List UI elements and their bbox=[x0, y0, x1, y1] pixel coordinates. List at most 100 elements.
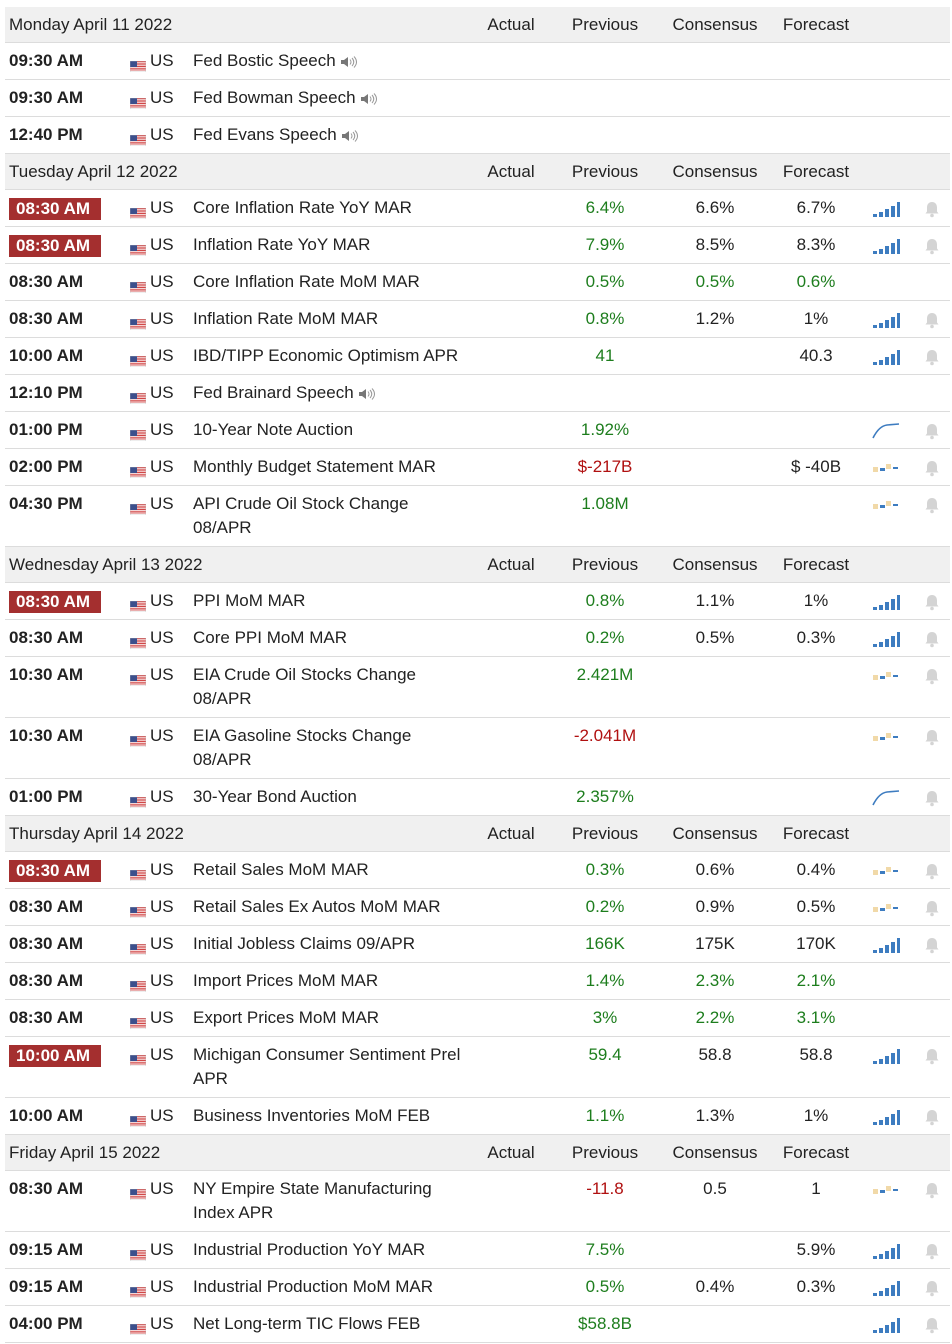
mini-chart[interactable] bbox=[871, 1242, 901, 1265]
alert-bell[interactable] bbox=[923, 1108, 941, 1131]
value-previous: 0.3% bbox=[585, 860, 625, 879]
alert-bell[interactable] bbox=[923, 667, 941, 690]
value-consensus: 0.5% bbox=[695, 272, 735, 291]
country: US bbox=[150, 420, 174, 439]
event-row: 10:00 AM US Michigan Consumer Sentiment Pr… bbox=[5, 1037, 950, 1098]
column-header: Actual bbox=[487, 15, 535, 34]
event-row: 10:30 AM US EIA Gasoline Stocks Change 08/… bbox=[5, 718, 950, 779]
event-title: Industrial Production YoY MAR bbox=[193, 1240, 426, 1259]
alert-bell[interactable] bbox=[923, 862, 941, 885]
alert-bell[interactable] bbox=[923, 1047, 941, 1070]
flag-icon bbox=[129, 732, 147, 752]
mini-chart[interactable] bbox=[871, 237, 901, 260]
event-name: NY Empire State Manufacturing Index APR bbox=[193, 1177, 465, 1225]
alert-bell[interactable] bbox=[923, 311, 941, 334]
value-consensus: 1.2% bbox=[695, 309, 735, 328]
alert-bell[interactable] bbox=[923, 630, 941, 653]
column-header: Consensus bbox=[672, 824, 758, 843]
event-row: 08:30 AM US Inflation Rate YoY MAR 7.9% 8.5%… bbox=[5, 227, 950, 264]
country: US bbox=[150, 494, 174, 513]
alert-bell[interactable] bbox=[923, 728, 941, 751]
mini-chart[interactable] bbox=[871, 1279, 901, 1302]
mini-chart[interactable] bbox=[871, 1047, 901, 1070]
mini-chart[interactable] bbox=[871, 1316, 901, 1339]
mini-chart[interactable] bbox=[871, 936, 901, 959]
event-time: 08:30 AM bbox=[9, 628, 84, 647]
mini-chart[interactable] bbox=[871, 593, 901, 616]
alert-bell[interactable] bbox=[923, 422, 941, 445]
value-forecast: 58.8 bbox=[799, 1045, 833, 1064]
mini-chart[interactable] bbox=[871, 459, 901, 482]
event-name: EIA Gasoline Stocks Change 08/APR bbox=[193, 724, 465, 772]
column-header: Actual bbox=[487, 824, 535, 843]
event-row: 08:30 AM US NY Empire State Manufacturing … bbox=[5, 1171, 950, 1232]
alert-bell[interactable] bbox=[923, 200, 941, 223]
column-header: Forecast bbox=[782, 162, 850, 181]
event-time: 10:00 AM bbox=[9, 346, 84, 365]
country: US bbox=[150, 235, 174, 254]
value-previous: 6.4% bbox=[585, 198, 625, 217]
flag-icon bbox=[129, 1051, 147, 1071]
country: US bbox=[150, 1314, 174, 1333]
mini-chart[interactable] bbox=[871, 1108, 901, 1131]
event-title: Inflation Rate MoM MAR bbox=[193, 309, 379, 328]
alert-bell[interactable] bbox=[923, 348, 941, 371]
event-row: 12:40 PM US Fed Evans Speech bbox=[5, 117, 950, 154]
event-title: 30-Year Bond Auction bbox=[193, 787, 357, 806]
column-header: Consensus bbox=[672, 15, 758, 34]
alert-bell[interactable] bbox=[923, 593, 941, 616]
value-previous: $58.8B bbox=[578, 1314, 632, 1333]
alert-bell[interactable] bbox=[923, 459, 941, 482]
event-time: 08:30 AM bbox=[9, 272, 84, 291]
mini-chart[interactable] bbox=[871, 200, 901, 223]
mini-chart[interactable] bbox=[871, 862, 901, 885]
alert-bell[interactable] bbox=[923, 789, 941, 812]
flag-icon bbox=[129, 977, 147, 997]
mini-chart[interactable] bbox=[871, 899, 901, 922]
event-name: Monthly Budget Statement MAR bbox=[193, 455, 465, 479]
day-date: Monday April 11 2022 bbox=[9, 15, 173, 34]
alert-bell[interactable] bbox=[923, 1316, 941, 1339]
event-name: Inflation Rate MoM MAR bbox=[193, 307, 465, 331]
value-previous: -2.041M bbox=[573, 726, 637, 745]
alert-bell[interactable] bbox=[923, 1242, 941, 1265]
event-name: Net Long-term TIC Flows FEB bbox=[193, 1312, 465, 1336]
value-consensus: 0.9% bbox=[695, 897, 735, 916]
mini-chart[interactable] bbox=[871, 422, 901, 445]
mini-chart[interactable] bbox=[871, 630, 901, 653]
column-header: Forecast bbox=[782, 15, 850, 34]
alert-bell[interactable] bbox=[923, 1279, 941, 1302]
alert-bell[interactable] bbox=[923, 237, 941, 260]
mini-chart[interactable] bbox=[871, 789, 901, 812]
flag-icon bbox=[129, 94, 147, 114]
alert-bell[interactable] bbox=[923, 1181, 941, 1204]
alert-bell[interactable] bbox=[923, 936, 941, 959]
alert-bell[interactable] bbox=[923, 496, 941, 519]
speech-icon bbox=[354, 383, 375, 402]
event-title: EIA Crude Oil Stocks Change 08/APR bbox=[193, 665, 417, 708]
speech-icon bbox=[356, 88, 377, 107]
day-date: Wednesday April 13 2022 bbox=[9, 555, 203, 574]
event-time: 09:15 AM bbox=[9, 1277, 84, 1296]
mini-chart[interactable] bbox=[871, 348, 901, 371]
mini-chart[interactable] bbox=[871, 1181, 901, 1204]
event-row: 01:00 PM US 30-Year Bond Auction 2.357% bbox=[5, 779, 950, 816]
event-time: 12:40 PM bbox=[9, 125, 83, 144]
mini-chart[interactable] bbox=[871, 496, 901, 519]
event-time: 04:00 PM bbox=[9, 1314, 83, 1333]
day-header: Monday April 11 2022 Actual Previous Consen… bbox=[5, 7, 950, 43]
event-row: 02:00 PM US Monthly Budget Statement MAR $-… bbox=[5, 449, 950, 486]
event-title: Business Inventories MoM FEB bbox=[193, 1106, 431, 1125]
value-consensus: 175K bbox=[695, 934, 735, 953]
flag-icon bbox=[129, 1185, 147, 1205]
flag-icon bbox=[129, 241, 147, 261]
day-header: Tuesday April 12 2022 Actual Previous Conse… bbox=[5, 154, 950, 190]
alert-bell[interactable] bbox=[923, 899, 941, 922]
mini-chart[interactable] bbox=[871, 667, 901, 690]
mini-chart[interactable] bbox=[871, 311, 901, 334]
mini-chart[interactable] bbox=[871, 728, 901, 751]
event-title: API Crude Oil Stock Change 08/APR bbox=[193, 494, 409, 537]
value-consensus: 2.2% bbox=[695, 1008, 735, 1027]
value-previous: 0.2% bbox=[585, 897, 625, 916]
event-time: 01:00 PM bbox=[9, 787, 83, 806]
